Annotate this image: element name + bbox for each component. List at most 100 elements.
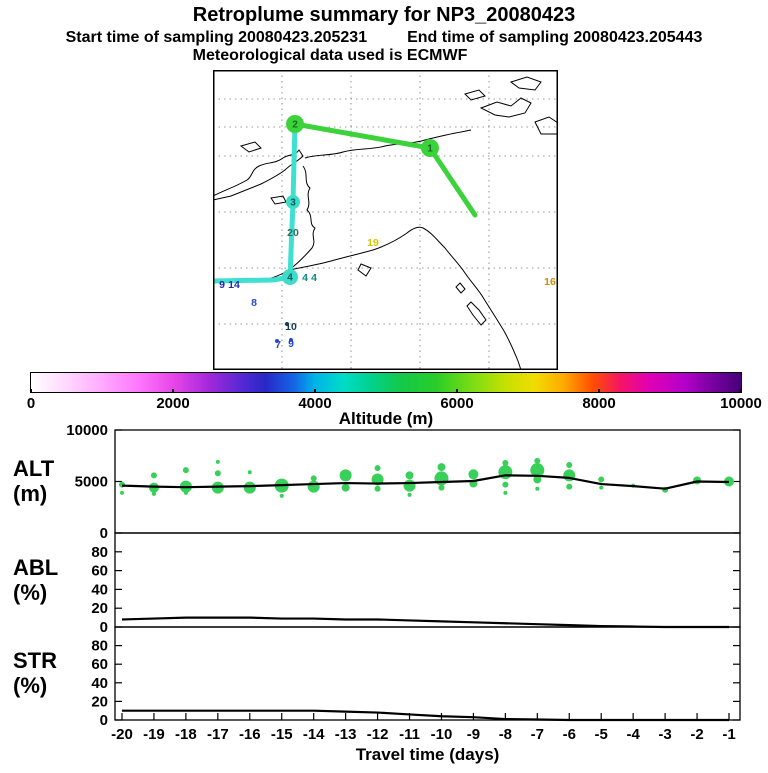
coastline-path [479, 97, 532, 118]
x-axis-title: Travel time (days) [356, 745, 500, 764]
map-day-label: 20 [287, 227, 299, 239]
scatter-dot [215, 459, 220, 464]
colorbar-tick-mark [30, 389, 32, 393]
x-tick-label: -9 [467, 726, 480, 743]
coastline-path [212, 149, 304, 201]
colorbar-tick-mark [456, 389, 458, 393]
scatter-dot [150, 472, 157, 479]
y-tick-label: 0 [100, 712, 108, 729]
y-tick-label: 80 [91, 544, 108, 561]
scatter-dot [530, 463, 545, 478]
x-tick-label: -15 [271, 726, 293, 743]
scatter-dot [310, 475, 317, 482]
str-line [122, 709, 729, 722]
colorbar-tick-mark [740, 389, 742, 393]
scatter-dot [502, 459, 509, 466]
x-tick-label: -1 [722, 726, 735, 743]
panel-border [114, 626, 741, 721]
x-tick-label: -14 [303, 726, 325, 743]
colorbar-tick-label: 0 [26, 395, 36, 412]
y-tick-label: 40 [91, 675, 108, 692]
small-day-dot [285, 322, 289, 326]
colorbar-gradient [30, 372, 742, 393]
coastline-path [270, 195, 287, 205]
scatter-dot [599, 485, 604, 490]
map-panel: 1 2 3 4 20 19 16 9 14 4 4 8 10 7 9 [210, 70, 559, 371]
coastline-path [509, 76, 542, 91]
scatter-dot [566, 462, 573, 469]
scatter-dot [341, 483, 350, 492]
alt-unit-text: (m) [13, 481, 48, 506]
alt-label-text: ALT [13, 456, 55, 481]
trajectory-green-leg [292, 121, 478, 218]
coastline-path [288, 226, 522, 371]
x-tick-label: -18 [175, 726, 197, 743]
scatter-dot [307, 480, 320, 493]
y-tick-label: 0 [100, 619, 108, 636]
y-tick-label: 0 [100, 525, 108, 542]
abl-label-text: ABL [13, 555, 59, 580]
scatter-dot [374, 465, 381, 472]
scatter-dot [535, 486, 540, 491]
coastline-path [212, 165, 316, 284]
map-day-label: 14 [228, 279, 240, 291]
map-day-label: 16 [544, 276, 556, 288]
colorbar-label: Altitude (m) [338, 409, 434, 428]
scatter-dot [434, 471, 449, 486]
scatter-dot [566, 483, 573, 490]
scatter-dot [438, 484, 445, 491]
small-day-dot [289, 338, 293, 342]
scatter-dot [533, 475, 542, 484]
y-tick-label: 20 [91, 600, 108, 617]
marker-day-label: 3 [290, 198, 296, 209]
map-day-label: 10 [285, 321, 297, 333]
map-border [213, 70, 558, 370]
colorbar-tick-mark [172, 389, 174, 393]
scatter-dot [374, 485, 381, 492]
map-grid [213, 70, 558, 370]
alt-line [121, 474, 730, 490]
x-axis: -20 -19 -18 -17 -16 -15 -14 -13 -12 -11 -10 -9 -8 -7 -… [111, 713, 736, 764]
coastline-path [357, 263, 372, 277]
y-tick-label: 60 [91, 563, 108, 580]
x-tick-label: -4 [626, 726, 640, 743]
coastline-path [239, 141, 262, 153]
x-tick-label: -8 [499, 726, 512, 743]
x-tick-label: -19 [143, 726, 165, 743]
y-tick-label: 80 [91, 638, 108, 655]
x-tick-label: -10 [431, 726, 453, 743]
marker-day-label: 2 [292, 120, 298, 131]
x-tick-label: -6 [563, 726, 576, 743]
colorbar-tick-label: 6000 [440, 395, 474, 412]
map-day-label: 8 [251, 297, 257, 309]
x-tick-label: -17 [207, 726, 229, 743]
alt-scatter [119, 457, 734, 498]
trajectory-marker [282, 269, 298, 285]
x-tick-label: -13 [335, 726, 357, 743]
scatter-dot [120, 490, 124, 495]
x-tick-label: -16 [239, 726, 261, 743]
colorbar-tick-label: 4000 [298, 395, 332, 412]
abl-unit-text: (%) [13, 580, 48, 605]
y-tick-label: 60 [91, 656, 108, 673]
map-day-label: 4 [302, 272, 308, 284]
str-label-text: STR [13, 648, 57, 673]
marker-day-label: 1 [427, 144, 433, 155]
small-day-dot [275, 339, 279, 343]
map-day-label: 9 [288, 338, 294, 350]
scatter-dot [405, 471, 414, 480]
colorbar-tick-mark [314, 389, 316, 393]
y-tick-label: 40 [91, 581, 108, 598]
scatter-dot [151, 491, 156, 496]
end-time-text: End time of sampling 20080423.205443 [407, 29, 703, 46]
scatter-dot [598, 476, 605, 483]
str-unit-text: (%) [13, 673, 48, 698]
scatter-dot [503, 490, 508, 495]
figure-title: Retroplume summary for NP3_20080423 [192, 4, 576, 26]
scatter-dot [502, 481, 509, 488]
scatter-dot [183, 490, 188, 495]
panel-alt: 0 5000 10000 [66, 422, 741, 542]
